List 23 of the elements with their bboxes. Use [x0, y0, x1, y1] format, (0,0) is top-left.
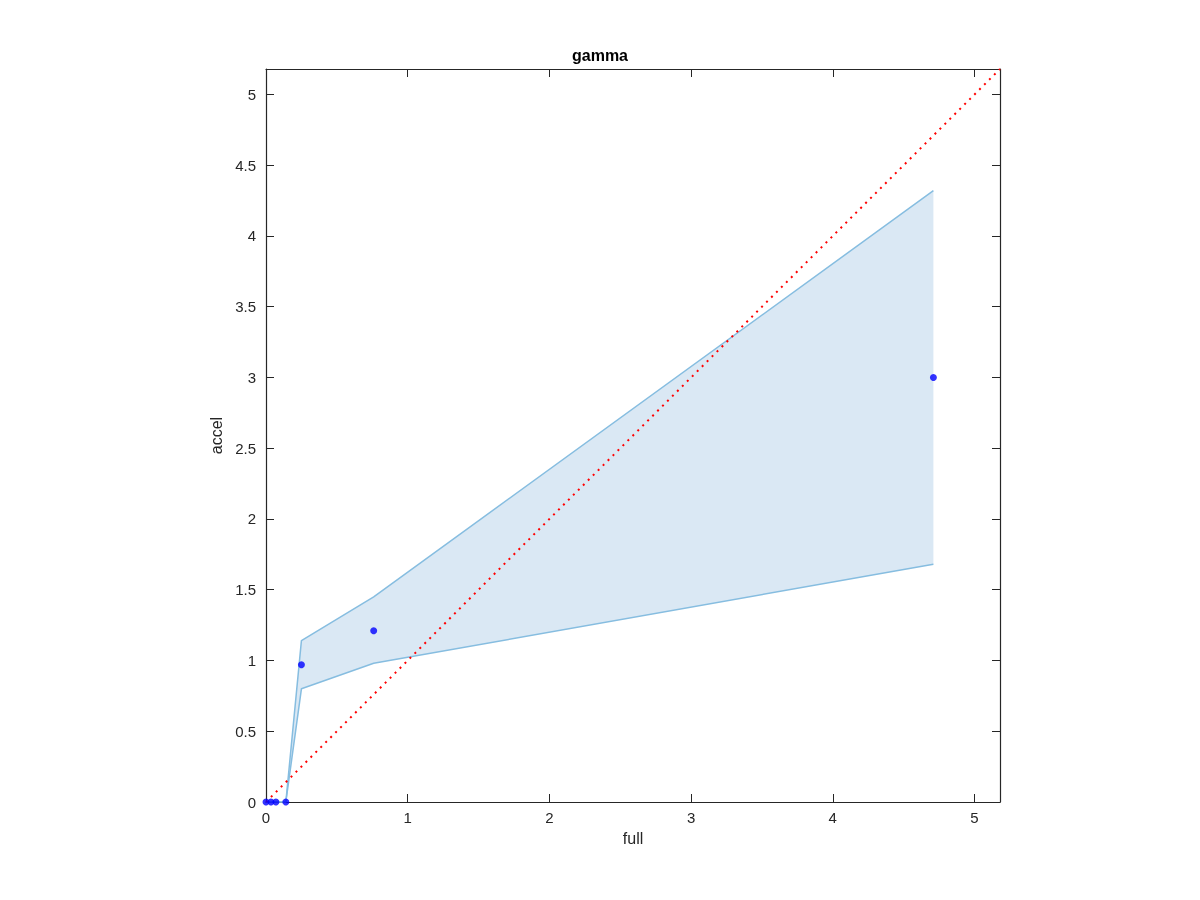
x-tick-label: 0	[261, 809, 271, 826]
y-tick-label: 2.5	[235, 439, 256, 457]
x-tick-label: 5	[970, 809, 979, 826]
y-tick-label: 3.5	[235, 298, 256, 316]
y-tick-label: 0	[247, 793, 256, 811]
y-tick-label: 1	[247, 651, 256, 669]
y-tick-label: 2	[247, 510, 256, 528]
point	[297, 661, 305, 669]
y-tick-label: 4.5	[235, 156, 256, 174]
y-tick-label: 1.5	[235, 581, 256, 599]
y-tick-label: 4	[247, 227, 256, 245]
x-tick-label: 2	[545, 809, 554, 826]
x-tick-label: 4	[828, 809, 837, 826]
chart-title: gamma	[571, 46, 629, 64]
y-tick-label: 0.5	[235, 722, 256, 740]
y-tick-label: 3	[247, 368, 256, 386]
y-axis-title: accel	[207, 416, 225, 455]
x-tick-label: 3	[686, 809, 696, 826]
point	[929, 373, 937, 381]
point	[370, 627, 378, 635]
x-axis-title: full	[622, 829, 644, 847]
x-tick-label: 1	[403, 809, 412, 826]
y-tick-label: 5	[247, 85, 256, 103]
